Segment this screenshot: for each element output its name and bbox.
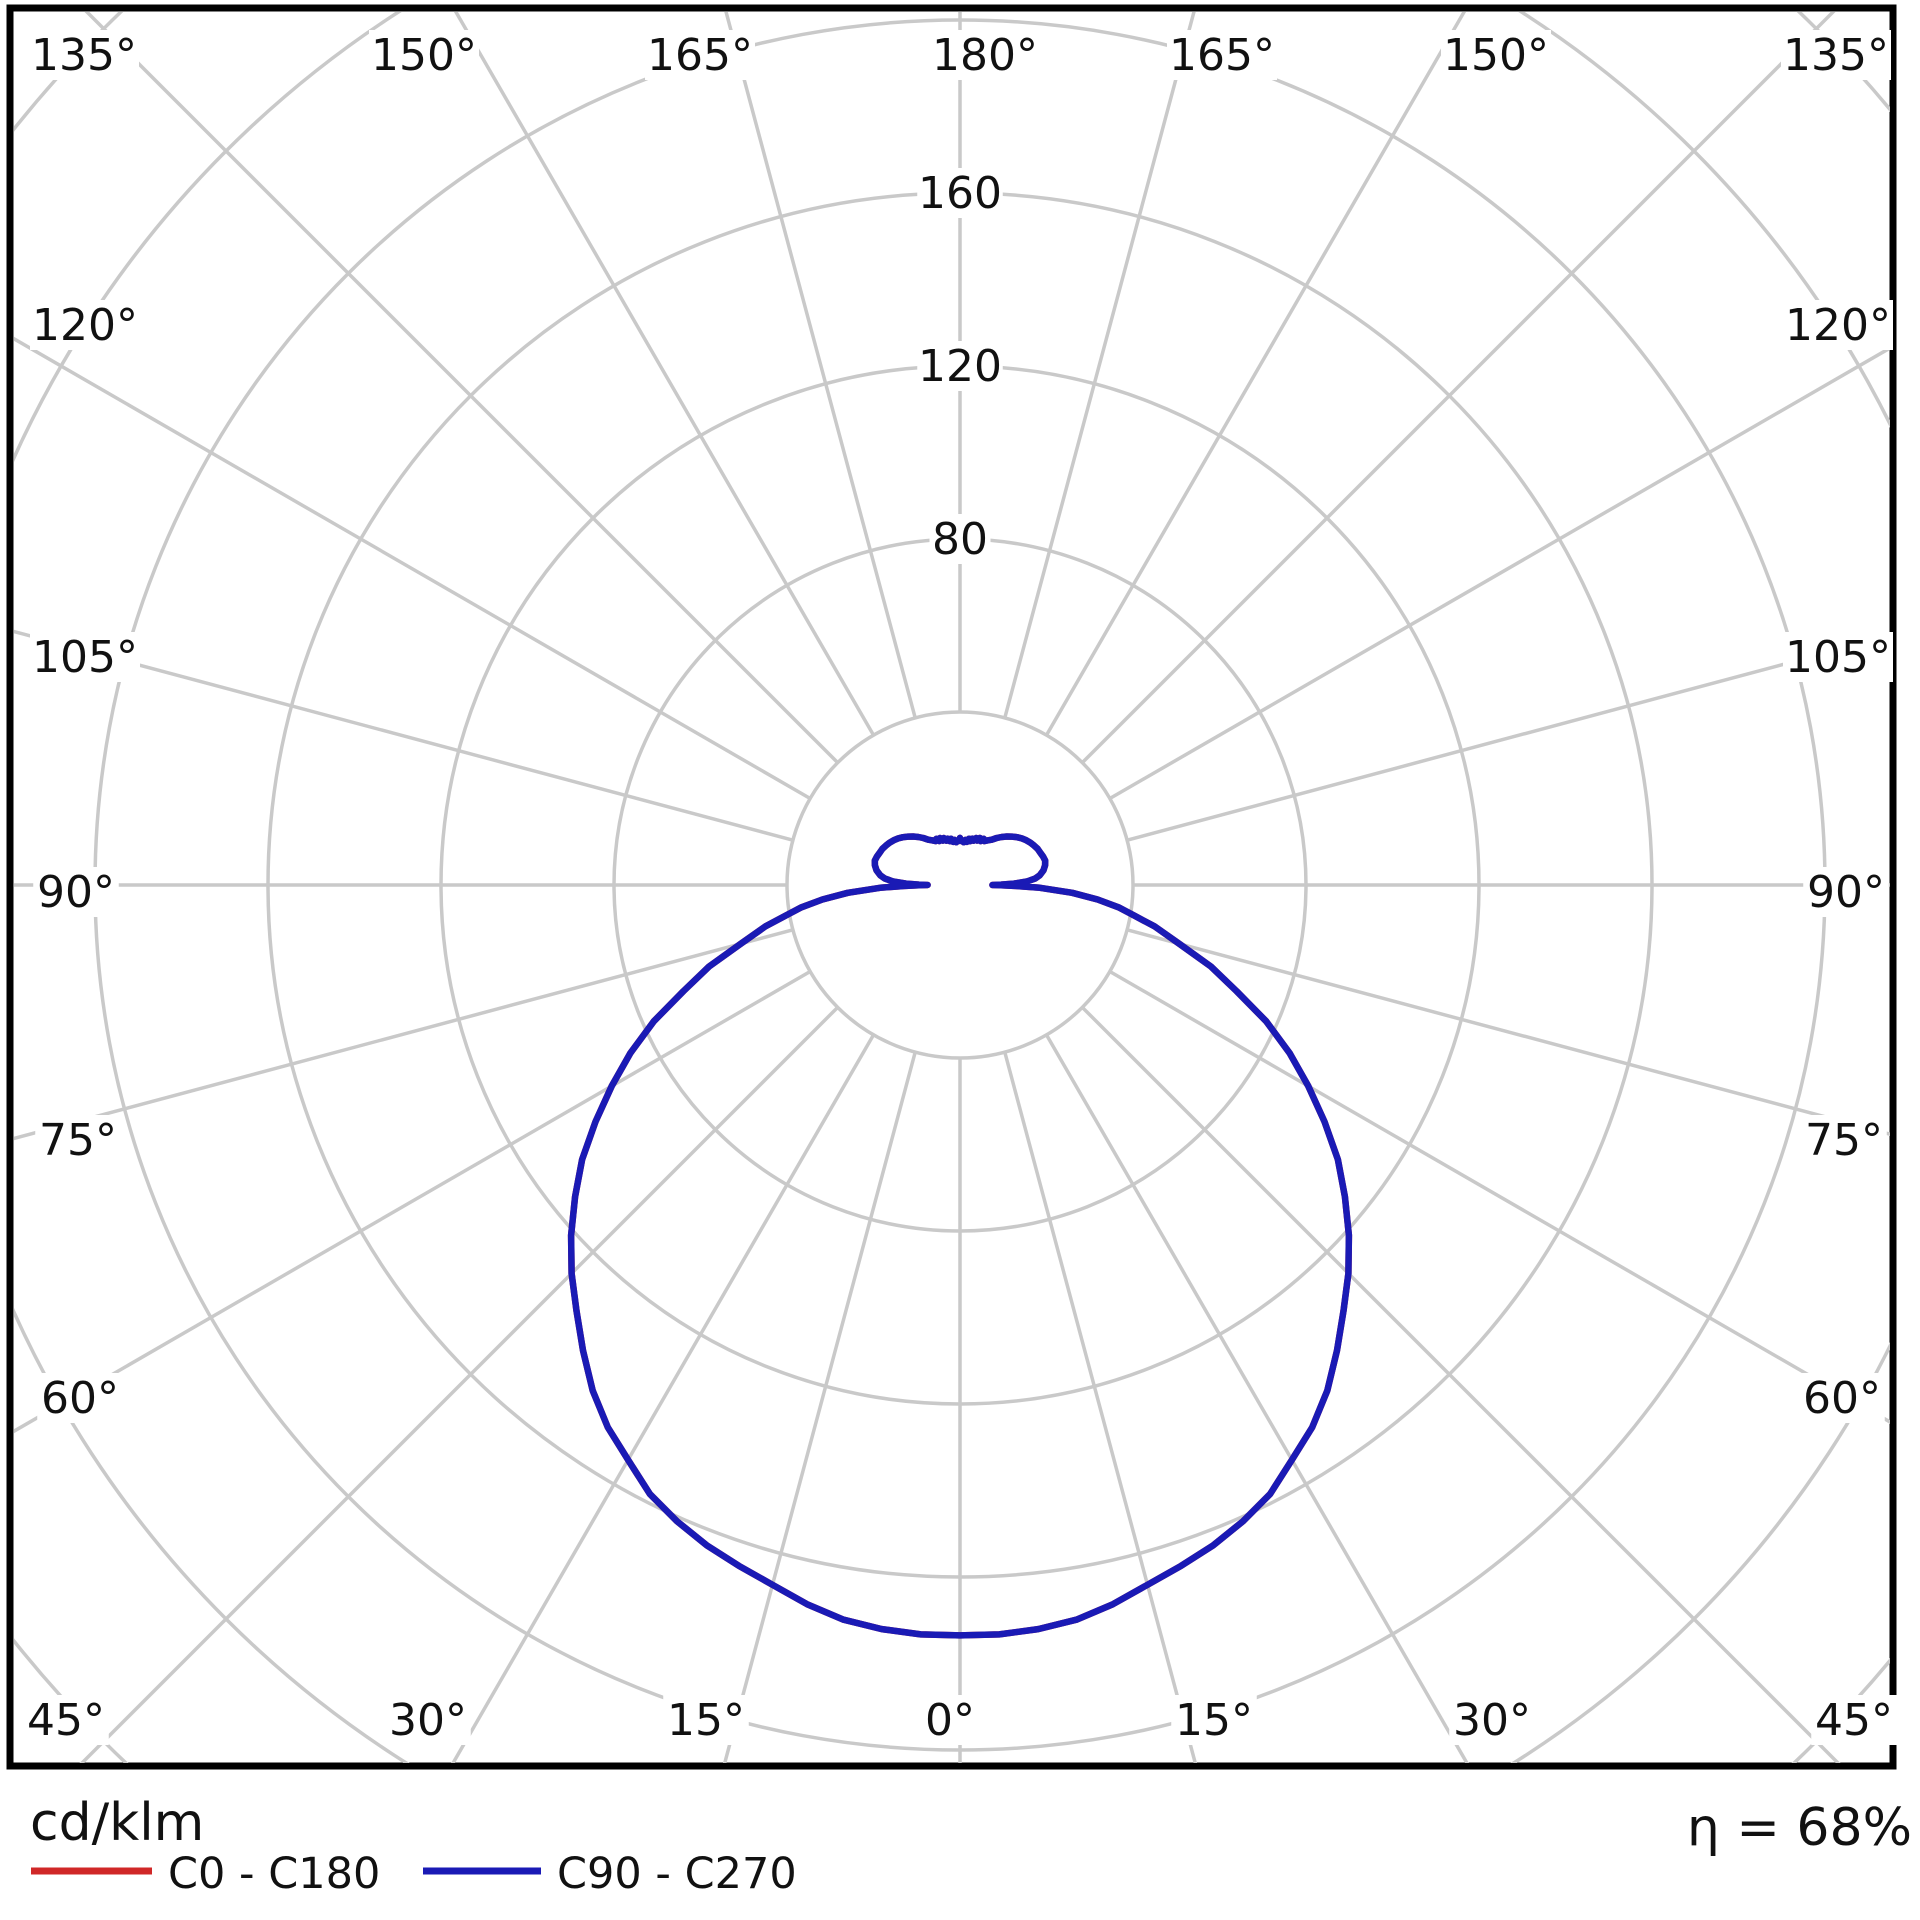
angle-labels: 135° 150° 165° 180° 165° 150° 135° 120° 105° 90° 7… (23, 30, 1897, 1746)
ray-240deg (14, 336, 812, 801)
ray-105deg (1126, 633, 1890, 842)
angle-label-right-60deg-bg (1799, 1373, 1885, 1423)
ray-315deg (79, 1006, 839, 1763)
ring-label-120-bg (917, 341, 1003, 391)
angle-label-right-120deg: 120° (1785, 300, 1891, 351)
ray-165deg (1003, 12, 1196, 719)
angle-label-left-120deg: 120° (32, 300, 138, 351)
ring-label-120: 120 (918, 341, 1002, 392)
angle-label-bottom-15deg-bg (663, 1695, 749, 1745)
legend-label-c90-c270: C90 - C270 (557, 1849, 797, 1899)
angle-label-bottom-15deg-bg (1171, 1695, 1257, 1745)
angle-label-top-165deg: 165° (1169, 30, 1275, 81)
angle-label-bottom-45deg-bg (1811, 1695, 1897, 1745)
angle-label-top-135deg-bg (29, 30, 139, 80)
ray-330deg (451, 1033, 876, 1763)
intensity-curves (567, 833, 1353, 1639)
angle-label-top-150deg-bg (369, 30, 479, 80)
ring-value-labels: 80 120 160 (917, 168, 1003, 565)
units-label: cd/klm (30, 1793, 204, 1853)
angle-label-top-165deg-bg (1167, 30, 1277, 80)
angle-label-left-90deg: 90° (37, 867, 115, 918)
ring-label-80-bg (929, 514, 991, 564)
ray-60deg (1108, 969, 1890, 1424)
angle-label-top-150deg-bg (1441, 30, 1551, 80)
angle-label-left-120deg-bg (30, 300, 140, 350)
angle-label-bottom-30deg-bg (1449, 1695, 1535, 1745)
angle-label-left-105deg: 105° (32, 632, 138, 683)
ring-label-160: 160 (918, 168, 1002, 219)
ring-label-80: 80 (932, 514, 988, 565)
angle-label-top-135deg: 135° (31, 30, 137, 81)
ray-255deg (14, 629, 794, 842)
ray-75deg (1126, 928, 1890, 1137)
plot-border (6, 4, 1897, 1770)
ray-120deg (1108, 346, 1890, 801)
angle-label-bottom-15deg: 15° (667, 1695, 745, 1746)
angle-label-left-105deg-bg (30, 632, 140, 682)
angle-label-right-90deg-bg (1803, 867, 1889, 917)
angle-label-right-105deg-bg (1783, 632, 1893, 682)
angle-label-right-105deg: 105° (1785, 632, 1891, 683)
angle-label-left-60deg-bg (37, 1373, 123, 1423)
angle-label-bottom-45deg: 45° (27, 1695, 105, 1746)
angle-label-left-90deg-bg (33, 867, 119, 917)
angle-label-bottom-0deg-bg (919, 1695, 981, 1745)
ring-label-160-bg (917, 168, 1003, 218)
angle-label-right-75deg-bg (1801, 1115, 1887, 1165)
angle-label-top-150deg: 150° (371, 30, 477, 81)
angle-label-right-60deg: 60° (1803, 1373, 1881, 1424)
ray-150deg (1044, 12, 1467, 737)
angle-label-bottom-0deg: 0° (925, 1695, 975, 1746)
ray-195deg (724, 12, 917, 719)
angle-label-top-150deg: 150° (1443, 30, 1549, 81)
angle-label-bottom-45deg: 45° (1815, 1695, 1893, 1746)
angle-label-top-180deg-bg (930, 30, 1040, 80)
ray-345deg (722, 1051, 917, 1763)
angle-label-top-135deg: 135° (1783, 30, 1889, 81)
angle-label-left-60deg: 60° (41, 1373, 119, 1424)
angle-label-right-120deg-bg (1783, 300, 1893, 350)
ray-15deg (1003, 1051, 1198, 1763)
ray-300deg (14, 969, 812, 1434)
angle-label-top-135deg-bg (1781, 30, 1891, 80)
legend-label-c0-c180: C0 - C180 (168, 1849, 380, 1899)
ray-210deg (453, 12, 876, 737)
angle-label-right-90deg: 90° (1807, 867, 1885, 918)
angle-label-bottom-30deg: 30° (389, 1695, 467, 1746)
curve-c90-c270 (567, 833, 1353, 1639)
ray-285deg (14, 928, 794, 1141)
angle-label-top-165deg-bg (645, 30, 755, 80)
angle-label-bottom-45deg-bg (23, 1695, 109, 1745)
angle-label-top-180deg: 180° (932, 30, 1038, 81)
ray-45deg (1081, 1006, 1841, 1763)
legend: C0 - C180 C90 - C270 (31, 1849, 797, 1899)
angle-label-bottom-30deg: 30° (1453, 1695, 1531, 1746)
angle-label-bottom-15deg: 15° (1175, 1695, 1253, 1746)
angle-label-right-75deg: 75° (1805, 1115, 1883, 1166)
angle-label-left-75deg: 75° (39, 1115, 117, 1166)
angle-label-left-75deg-bg (35, 1115, 121, 1165)
angle-label-top-165deg: 165° (647, 30, 753, 81)
angle-label-bottom-30deg-bg (385, 1695, 471, 1745)
ray-30deg (1044, 1033, 1469, 1763)
efficiency-label: η = 68% (1687, 1798, 1912, 1858)
